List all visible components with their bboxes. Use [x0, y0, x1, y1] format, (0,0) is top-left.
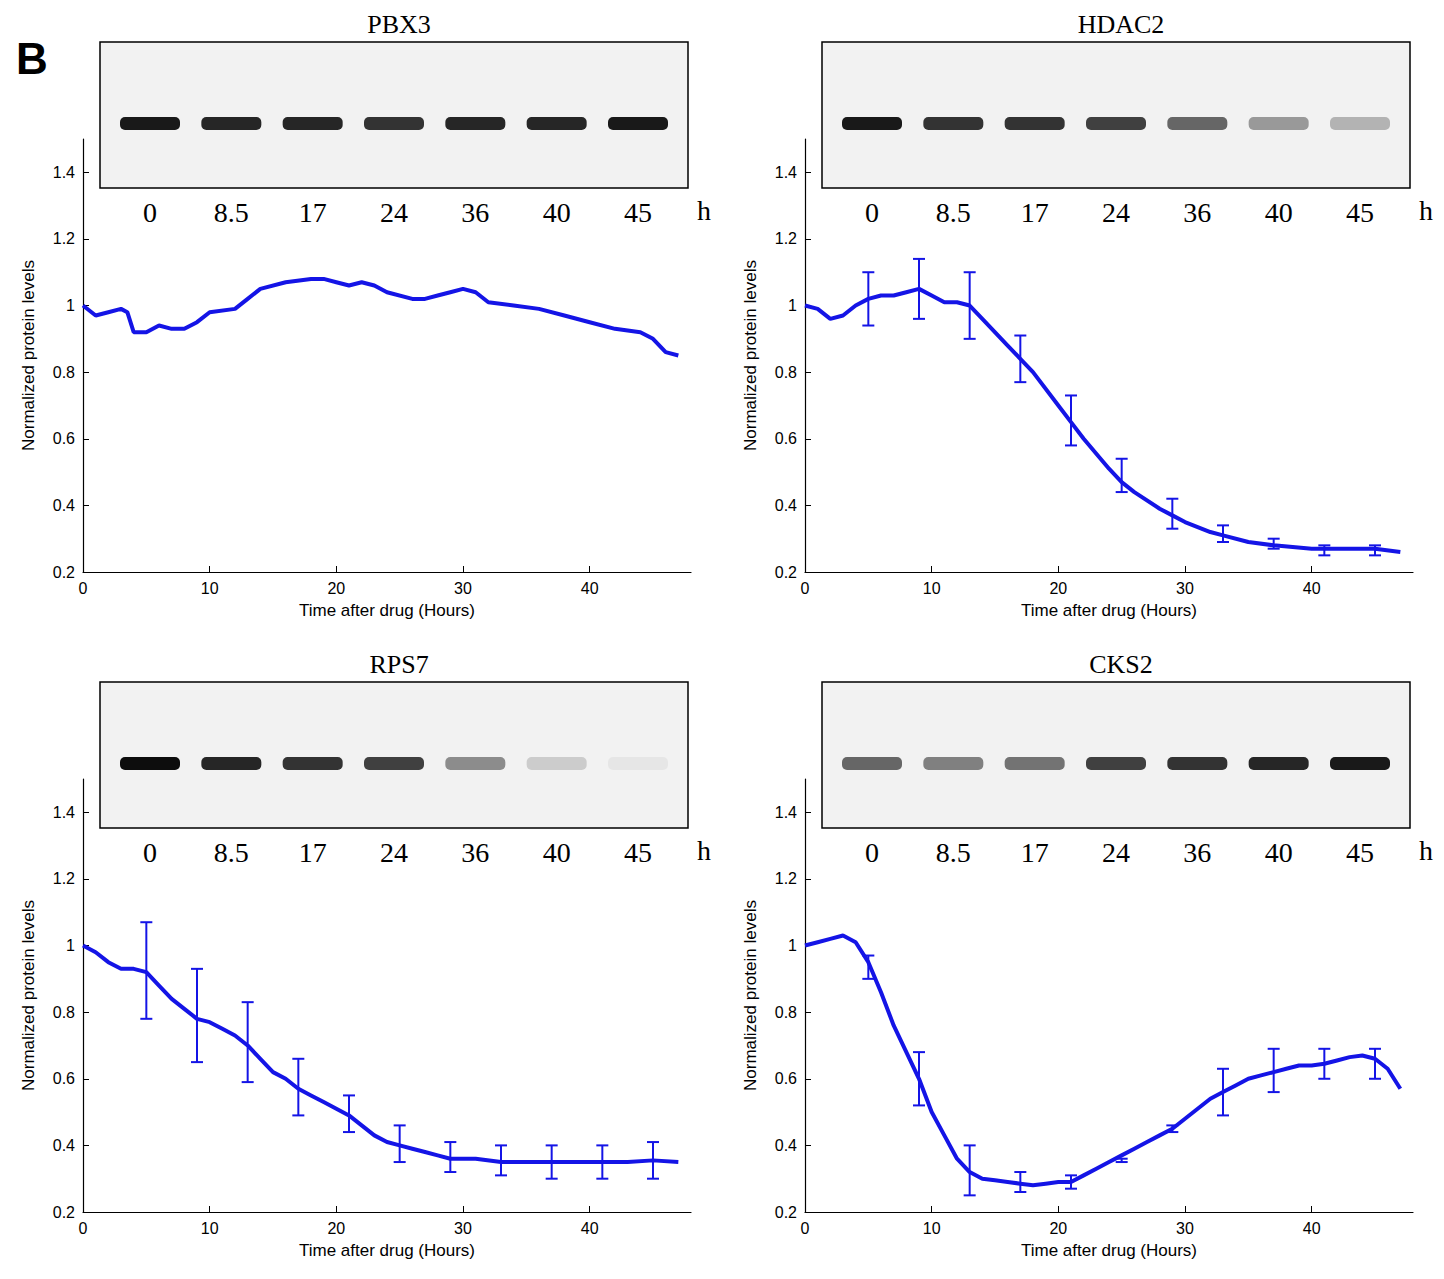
svg-text:40: 40: [543, 197, 571, 228]
svg-text:0.8: 0.8: [775, 1004, 797, 1021]
svg-text:h: h: [1419, 195, 1433, 226]
svg-text:20: 20: [1049, 580, 1067, 597]
svg-text:45: 45: [624, 197, 652, 228]
svg-text:36: 36: [461, 837, 489, 868]
svg-text:1: 1: [66, 297, 75, 314]
svg-text:8.5: 8.5: [214, 837, 249, 868]
svg-text:10: 10: [201, 1220, 219, 1237]
svg-text:36: 36: [1183, 837, 1211, 868]
svg-text:20: 20: [1049, 1220, 1067, 1237]
svg-text:8.5: 8.5: [936, 837, 971, 868]
svg-text:30: 30: [1176, 580, 1194, 597]
svg-text:0: 0: [143, 197, 157, 228]
svg-text:40: 40: [1265, 837, 1293, 868]
svg-text:36: 36: [1183, 197, 1211, 228]
svg-text:0.2: 0.2: [53, 564, 75, 581]
svg-text:17: 17: [299, 837, 327, 868]
svg-text:20: 20: [327, 580, 345, 597]
svg-text:0.2: 0.2: [53, 1204, 75, 1221]
svg-text:1: 1: [66, 937, 75, 954]
svg-text:Normalized protein levels: Normalized protein levels: [19, 260, 38, 451]
svg-text:24: 24: [1102, 197, 1130, 228]
svg-text:24: 24: [380, 837, 408, 868]
svg-text:1: 1: [788, 297, 797, 314]
svg-text:30: 30: [454, 1220, 472, 1237]
svg-text:10: 10: [923, 1220, 941, 1237]
svg-text:0: 0: [801, 580, 810, 597]
svg-text:17: 17: [1021, 197, 1049, 228]
svg-text:0.2: 0.2: [775, 1204, 797, 1221]
svg-text:h: h: [697, 195, 711, 226]
svg-text:36: 36: [461, 197, 489, 228]
svg-text:0: 0: [143, 837, 157, 868]
svg-text:20: 20: [327, 1220, 345, 1237]
svg-text:24: 24: [380, 197, 408, 228]
svg-text:45: 45: [1346, 837, 1374, 868]
svg-text:CKS2: CKS2: [1089, 650, 1153, 679]
svg-text:40: 40: [1303, 580, 1321, 597]
svg-text:0.6: 0.6: [775, 1070, 797, 1087]
svg-text:45: 45: [1346, 197, 1374, 228]
svg-text:0.4: 0.4: [775, 1137, 797, 1154]
svg-text:8.5: 8.5: [214, 197, 249, 228]
svg-text:8.5: 8.5: [936, 197, 971, 228]
svg-text:0.4: 0.4: [53, 1137, 75, 1154]
svg-text:0.2: 0.2: [775, 564, 797, 581]
svg-text:40: 40: [1265, 197, 1293, 228]
svg-text:0.8: 0.8: [53, 1004, 75, 1021]
svg-text:1.4: 1.4: [53, 164, 75, 181]
svg-text:10: 10: [923, 580, 941, 597]
svg-text:0.4: 0.4: [775, 497, 797, 514]
svg-text:0: 0: [865, 837, 879, 868]
svg-text:HDAC2: HDAC2: [1078, 10, 1165, 39]
svg-text:1.2: 1.2: [775, 870, 797, 887]
svg-text:17: 17: [1021, 837, 1049, 868]
svg-text:30: 30: [1176, 1220, 1194, 1237]
svg-text:0.6: 0.6: [53, 1070, 75, 1087]
svg-text:Time after drug (Hours): Time after drug (Hours): [1021, 601, 1197, 620]
svg-text:1.4: 1.4: [775, 164, 797, 181]
svg-text:Time after drug (Hours): Time after drug (Hours): [1021, 1241, 1197, 1260]
html-text:B: B: [16, 34, 48, 83]
svg-text:1.2: 1.2: [775, 230, 797, 247]
svg-text:24: 24: [1102, 837, 1130, 868]
svg-text:Normalized protein levels: Normalized protein levels: [741, 900, 760, 1091]
svg-text:0.8: 0.8: [53, 364, 75, 381]
svg-text:h: h: [1419, 835, 1433, 866]
svg-text:h: h: [697, 835, 711, 866]
svg-text:0.8: 0.8: [775, 364, 797, 381]
svg-text:10: 10: [201, 580, 219, 597]
svg-text:1.2: 1.2: [53, 230, 75, 247]
svg-text:0.4: 0.4: [53, 497, 75, 514]
svg-text:Normalized protein levels: Normalized protein levels: [741, 260, 760, 451]
svg-text:1.4: 1.4: [775, 804, 797, 821]
svg-text:0.6: 0.6: [775, 430, 797, 447]
svg-text:0: 0: [79, 580, 88, 597]
svg-text:45: 45: [624, 837, 652, 868]
svg-text:PBX3: PBX3: [367, 10, 431, 39]
svg-text:1.2: 1.2: [53, 870, 75, 887]
svg-text:40: 40: [581, 1220, 599, 1237]
svg-text:Normalized protein levels: Normalized protein levels: [19, 900, 38, 1091]
svg-text:RPS7: RPS7: [369, 650, 428, 679]
svg-text:17: 17: [299, 197, 327, 228]
svg-text:40: 40: [1303, 1220, 1321, 1237]
svg-text:40: 40: [543, 837, 571, 868]
svg-text:1.4: 1.4: [53, 804, 75, 821]
svg-text:0: 0: [79, 1220, 88, 1237]
svg-text:0: 0: [865, 197, 879, 228]
svg-text:1: 1: [788, 937, 797, 954]
svg-text:Time after drug (Hours): Time after drug (Hours): [299, 601, 475, 620]
svg-text:40: 40: [581, 580, 599, 597]
svg-text:0.6: 0.6: [53, 430, 75, 447]
svg-text:30: 30: [454, 580, 472, 597]
svg-text:Time after drug (Hours): Time after drug (Hours): [299, 1241, 475, 1260]
svg-text:0: 0: [801, 1220, 810, 1237]
